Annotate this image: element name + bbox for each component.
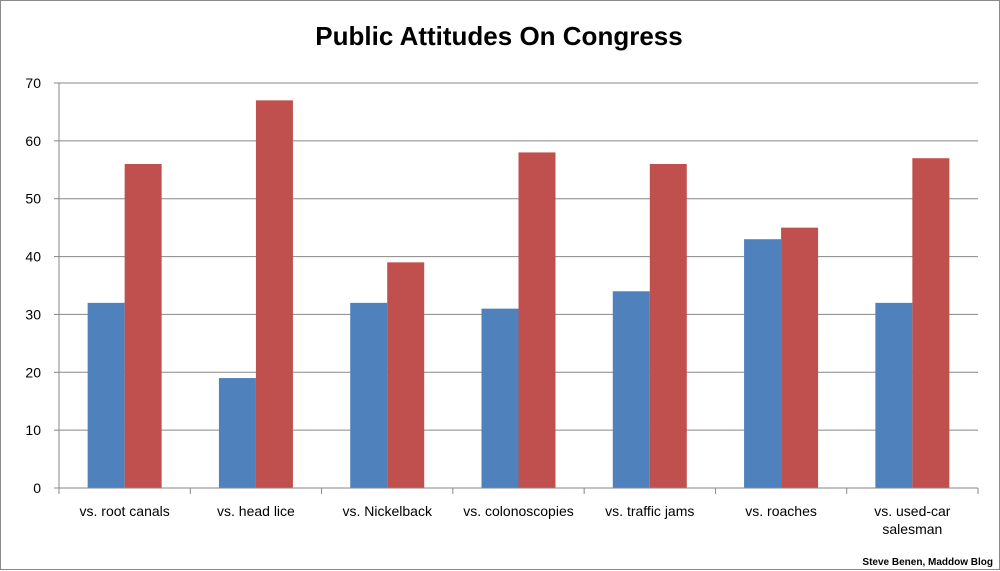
bar-series-1 (612, 291, 650, 488)
source-credit: Steve Benen, Maddow Blog (862, 557, 993, 568)
x-category-label: vs. Nickelback (342, 503, 432, 519)
x-category-label: vs. root canals (80, 503, 170, 519)
y-tick-label: 40 (25, 249, 41, 265)
x-category-label-line: vs. Nickelback (342, 503, 432, 519)
bar-series-2 (649, 164, 687, 488)
axis-labels: 0 10 20 30 40 50 60 70 vs. root canals vs. head l… (25, 75, 950, 537)
x-category-label: vs. colonoscopies (463, 503, 574, 519)
x-category-label: vs. roaches (745, 503, 817, 519)
x-category-label: vs. traffic jams (605, 503, 694, 519)
y-tick-label: 70 (25, 75, 41, 91)
x-category-label-line: vs. used-car (874, 503, 951, 519)
bar-series-2 (124, 164, 162, 488)
bar-series-2 (518, 152, 556, 488)
bars (87, 100, 950, 488)
x-category-label-line: vs. root canals (80, 503, 170, 519)
y-tick-label: 20 (25, 364, 41, 380)
y-tick-label: 30 (25, 306, 41, 322)
chart-title: Public Attitudes On Congress (315, 21, 682, 51)
x-category-label-line: vs. traffic jams (605, 503, 694, 519)
bar-series-1 (218, 378, 256, 488)
x-category-label: vs. head lice (217, 503, 295, 519)
y-tick-label: 60 (25, 133, 41, 149)
y-tick-label: 50 (25, 191, 41, 207)
x-category-label: vs. used-car salesman (874, 503, 951, 537)
bar-series-2 (912, 158, 950, 488)
bar-series-1 (481, 308, 519, 488)
x-category-label-line: vs. colonoscopies (463, 503, 574, 519)
bar-series-1 (350, 302, 388, 488)
bar-series-1 (875, 302, 913, 488)
bar-series-2 (255, 100, 293, 488)
x-category-label-line: vs. head lice (217, 503, 295, 519)
bar-series-2 (781, 227, 819, 488)
axes (54, 82, 979, 494)
x-category-label-line: vs. roaches (745, 503, 817, 519)
x-category-label-line: salesman (882, 521, 942, 537)
bar-series-2 (387, 262, 425, 488)
bar-series-1 (87, 302, 125, 488)
y-tick-label: 10 (25, 422, 41, 438)
y-tick-label: 0 (33, 480, 41, 496)
bar-series-1 (744, 239, 782, 488)
